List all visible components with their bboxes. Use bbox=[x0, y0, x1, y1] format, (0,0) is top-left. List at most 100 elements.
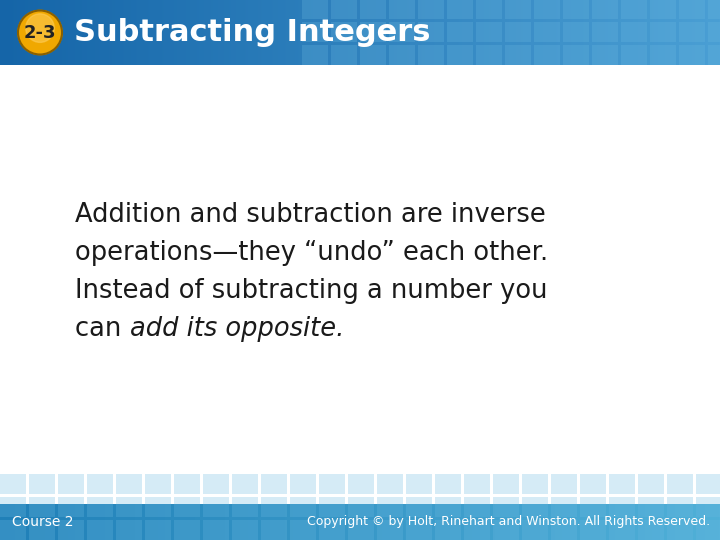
Bar bbox=[493, 497, 519, 517]
Bar bbox=[389, 0, 415, 19]
Bar bbox=[679, 22, 705, 42]
Text: can: can bbox=[75, 316, 130, 342]
Bar bbox=[58, 497, 84, 517]
Bar bbox=[447, 22, 473, 42]
Bar bbox=[522, 474, 548, 494]
Bar bbox=[319, 474, 345, 494]
Bar bbox=[261, 520, 287, 540]
Bar bbox=[377, 497, 403, 517]
Bar bbox=[609, 520, 635, 540]
Bar bbox=[609, 497, 635, 517]
Bar bbox=[476, 45, 502, 65]
Bar bbox=[435, 474, 461, 494]
Bar bbox=[476, 0, 502, 19]
Bar bbox=[696, 474, 720, 494]
Bar bbox=[679, 0, 705, 19]
Bar bbox=[360, 45, 386, 65]
Bar bbox=[116, 520, 142, 540]
Bar bbox=[331, 45, 357, 65]
Bar bbox=[418, 45, 444, 65]
Bar bbox=[174, 474, 200, 494]
Bar bbox=[145, 520, 171, 540]
Bar bbox=[232, 497, 258, 517]
Bar bbox=[203, 497, 229, 517]
Text: Copyright © by Holt, Rinehart and Winston. All Rights Reserved.: Copyright © by Holt, Rinehart and Winsto… bbox=[307, 516, 710, 529]
Bar bbox=[650, 22, 676, 42]
Bar bbox=[0, 474, 26, 494]
Bar bbox=[505, 22, 531, 42]
Bar bbox=[58, 520, 84, 540]
Bar bbox=[476, 22, 502, 42]
Bar bbox=[551, 520, 577, 540]
Text: 2-3: 2-3 bbox=[24, 24, 56, 42]
Bar bbox=[290, 474, 316, 494]
Bar bbox=[145, 474, 171, 494]
Bar bbox=[203, 474, 229, 494]
Bar bbox=[592, 45, 618, 65]
Bar bbox=[667, 520, 693, 540]
Bar bbox=[621, 45, 647, 65]
Bar bbox=[418, 0, 444, 19]
Bar bbox=[447, 45, 473, 65]
Bar bbox=[87, 474, 113, 494]
Bar bbox=[0, 520, 26, 540]
Bar bbox=[174, 497, 200, 517]
Bar bbox=[377, 474, 403, 494]
Bar bbox=[348, 474, 374, 494]
Bar bbox=[360, 22, 386, 42]
Bar bbox=[145, 497, 171, 517]
Bar bbox=[290, 497, 316, 517]
Text: can: can bbox=[75, 316, 130, 342]
Bar bbox=[563, 22, 589, 42]
Bar bbox=[0, 497, 26, 517]
Bar bbox=[708, 45, 720, 65]
Bar bbox=[29, 520, 55, 540]
Bar bbox=[435, 520, 461, 540]
Bar bbox=[621, 22, 647, 42]
Bar bbox=[447, 0, 473, 19]
Bar bbox=[609, 474, 635, 494]
Bar bbox=[116, 497, 142, 517]
Bar bbox=[232, 520, 258, 540]
Text: Instead of subtracting a number you: Instead of subtracting a number you bbox=[75, 278, 547, 304]
Bar bbox=[174, 520, 200, 540]
Bar bbox=[406, 520, 432, 540]
Bar bbox=[580, 520, 606, 540]
Bar bbox=[464, 474, 490, 494]
Bar bbox=[116, 474, 142, 494]
Bar bbox=[551, 497, 577, 517]
Bar bbox=[406, 474, 432, 494]
Bar bbox=[522, 520, 548, 540]
Bar bbox=[29, 497, 55, 517]
Bar bbox=[302, 45, 328, 65]
Bar bbox=[261, 497, 287, 517]
Bar bbox=[232, 474, 258, 494]
Bar bbox=[505, 0, 531, 19]
Bar bbox=[650, 45, 676, 65]
Bar bbox=[464, 520, 490, 540]
Bar bbox=[319, 520, 345, 540]
Bar bbox=[203, 520, 229, 540]
Bar bbox=[563, 45, 589, 65]
Bar bbox=[621, 0, 647, 19]
Bar bbox=[551, 474, 577, 494]
Bar bbox=[592, 0, 618, 19]
Bar bbox=[331, 0, 357, 19]
Bar bbox=[650, 0, 676, 19]
Circle shape bbox=[18, 10, 62, 55]
Bar bbox=[679, 45, 705, 65]
Bar bbox=[348, 497, 374, 517]
Bar bbox=[389, 45, 415, 65]
Bar bbox=[319, 497, 345, 517]
Text: Subtracting Integers: Subtracting Integers bbox=[74, 18, 431, 47]
Bar bbox=[302, 0, 328, 19]
Bar bbox=[348, 520, 374, 540]
Bar bbox=[290, 520, 316, 540]
Bar bbox=[87, 497, 113, 517]
Bar bbox=[377, 520, 403, 540]
Text: Addition and subtraction are inverse: Addition and subtraction are inverse bbox=[75, 202, 546, 228]
Bar bbox=[580, 474, 606, 494]
Bar bbox=[360, 0, 386, 19]
Bar bbox=[580, 497, 606, 517]
Bar bbox=[708, 22, 720, 42]
